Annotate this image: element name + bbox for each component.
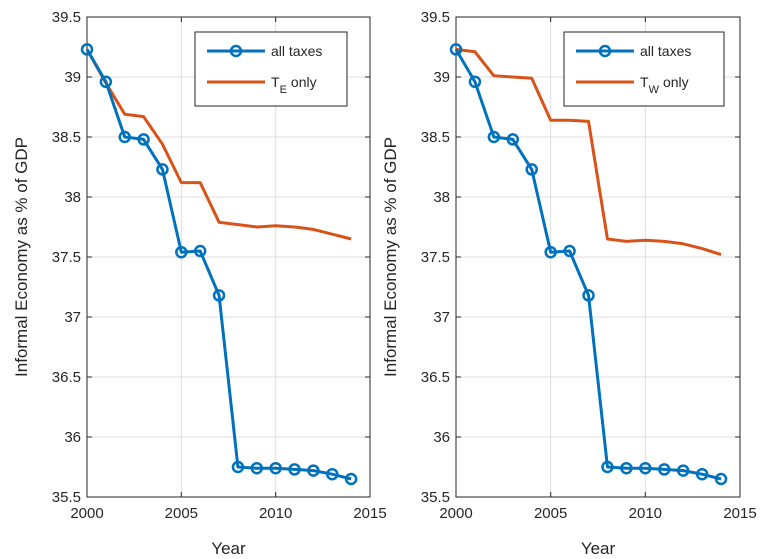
y-tick-label: 37.5 [421, 249, 450, 266]
data-point-all-taxes [231, 460, 245, 474]
data-point-all-taxes [307, 464, 320, 477]
data-point-all-taxes [714, 472, 728, 486]
legend-box [563, 31, 725, 107]
legend-label-single-tax: TE only [271, 74, 317, 96]
x-tick-label: 2015 [353, 505, 386, 522]
data-point-all-taxes [658, 463, 671, 476]
y-tick-label: 39.5 [52, 9, 81, 26]
y-tick-label: 36.5 [52, 369, 81, 386]
y-tick-label: 39 [433, 69, 450, 86]
series-line-single-tax [455, 47, 722, 257]
axes-box [86, 16, 371, 498]
y-tick-label: 38 [433, 189, 450, 206]
data-point-all-taxes [99, 75, 113, 89]
x-tick-label: 2005 [165, 505, 198, 522]
y-tick-label: 37 [433, 309, 450, 326]
series-line-single-tax [85, 48, 352, 241]
x-tick-label: 2010 [259, 505, 292, 522]
x-tick-label: 2005 [534, 505, 567, 522]
data-point-all-taxes [695, 467, 709, 481]
y-tick-label: 37.5 [52, 249, 81, 266]
y-tick-label: 36 [64, 429, 81, 446]
data-point-all-taxes [487, 130, 501, 144]
chart-panel-2: 2000 2005 2010 2015 35.5 36 36.5 37 37.5 38 38.5 39… [381, 9, 757, 558]
y-axis-label: Informal Economy as % of GDP [12, 137, 31, 377]
y-tick-label: 38.5 [52, 129, 81, 146]
y-tick-label: 35.5 [52, 489, 81, 506]
data-point-all-taxes [137, 133, 150, 146]
data-point-all-taxes [563, 244, 576, 258]
legend-marker-all-taxes [229, 44, 243, 58]
x-axis-label: Year [581, 539, 616, 558]
data-point-all-taxes [288, 463, 301, 476]
data-point-all-taxes [506, 133, 520, 146]
x-tick-label: 2000 [439, 505, 472, 522]
series-line-all-taxes [85, 48, 352, 481]
legend-label-all-taxes: all taxes [640, 43, 691, 59]
data-point-all-taxes [525, 163, 538, 176]
data-point-all-taxes [344, 472, 358, 486]
y-tick-label: 37 [64, 309, 81, 326]
data-point-all-taxes [601, 460, 614, 474]
y-tick-label: 36 [433, 429, 450, 446]
y-tick-label: 38 [64, 189, 81, 206]
chart-panel-1: 2000 2005 2010 2015 35.5 36 36.5 37 37.5 38 38.5 39… [12, 9, 387, 558]
data-point-all-taxes [639, 461, 652, 475]
series-line-all-taxes [454, 48, 722, 481]
legend-label-single-tax: TW only [640, 74, 689, 96]
y-tick-label: 35.5 [421, 489, 450, 506]
data-point-all-taxes [676, 464, 690, 477]
x-axis-label: Year [211, 539, 246, 558]
y-axis-label: Informal Economy as % of GDP [381, 137, 400, 377]
legend: all taxes TW only [563, 31, 725, 107]
data-point-all-taxes [449, 43, 463, 56]
data-point-all-taxes [250, 461, 264, 475]
data-point-all-taxes [156, 163, 169, 176]
legend-marker-all-taxes [598, 44, 612, 58]
data-point-all-taxes [175, 245, 188, 259]
x-tick-label: 2000 [70, 505, 103, 522]
legend-label-all-taxes: all taxes [271, 43, 322, 59]
data-point-all-taxes [193, 244, 207, 258]
x-tick-label: 2010 [629, 505, 662, 522]
axes-box [455, 16, 741, 498]
data-point-all-taxes [118, 130, 131, 144]
data-point-all-taxes [468, 75, 482, 89]
data-point-all-taxes [620, 461, 633, 475]
data-point-all-taxes [544, 245, 557, 259]
legend: all taxes TE only [194, 31, 348, 107]
y-tick-label: 39 [64, 69, 81, 86]
y-tick-label: 38.5 [421, 129, 450, 146]
legend-box [194, 31, 348, 107]
data-point-all-taxes [80, 43, 94, 56]
data-point-all-taxes [326, 467, 339, 481]
data-point-all-taxes [212, 289, 226, 302]
data-point-all-taxes [269, 461, 282, 475]
y-tick-label: 36.5 [421, 369, 450, 386]
data-point-all-taxes [582, 289, 595, 302]
y-tick-label: 39.5 [421, 9, 450, 26]
x-tick-label: 2015 [723, 505, 756, 522]
